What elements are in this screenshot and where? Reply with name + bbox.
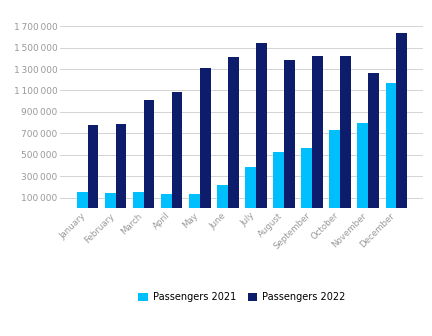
Bar bbox=[228, 57, 238, 208]
Bar bbox=[144, 100, 154, 208]
Bar bbox=[217, 185, 228, 208]
Bar bbox=[245, 167, 256, 208]
Bar bbox=[340, 56, 351, 208]
Bar bbox=[189, 194, 200, 208]
Legend: Passengers 2021, Passengers 2022: Passengers 2021, Passengers 2022 bbox=[134, 289, 349, 306]
Bar bbox=[133, 192, 144, 208]
Bar bbox=[330, 130, 340, 208]
Bar bbox=[172, 92, 182, 208]
Bar bbox=[105, 193, 116, 208]
Bar bbox=[77, 192, 88, 208]
Bar bbox=[358, 123, 368, 208]
Bar bbox=[312, 56, 323, 208]
Bar bbox=[200, 69, 210, 208]
Bar bbox=[385, 83, 396, 208]
Bar bbox=[368, 73, 379, 208]
Bar bbox=[88, 125, 98, 208]
Bar bbox=[256, 43, 267, 208]
Bar bbox=[302, 148, 312, 208]
Bar bbox=[396, 33, 407, 208]
Bar bbox=[116, 124, 126, 208]
Bar bbox=[284, 60, 295, 208]
Bar bbox=[161, 195, 172, 208]
Bar bbox=[273, 152, 284, 208]
